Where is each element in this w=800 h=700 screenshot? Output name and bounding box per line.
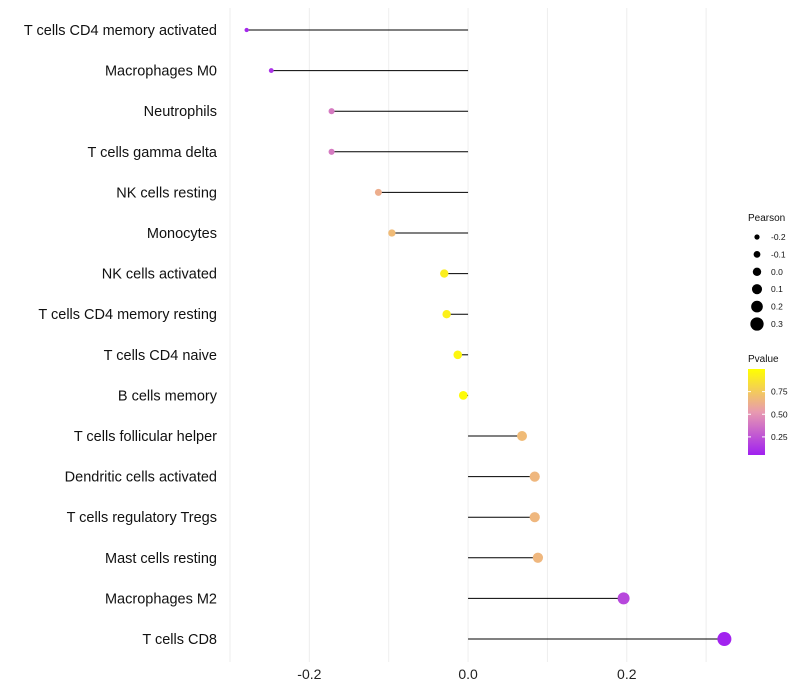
lollipop-point bbox=[442, 310, 451, 319]
category-label: Dendritic cells activated bbox=[65, 470, 217, 486]
size-legend-label: 0.0 bbox=[771, 267, 783, 277]
size-legend-title: Pearson bbox=[748, 213, 785, 224]
size-legend-key bbox=[750, 317, 764, 331]
color-legend-ticks: 0.75 0.50 0.25 bbox=[748, 387, 788, 442]
category-label: Mast cells resting bbox=[105, 551, 217, 567]
x-tick-label: -0.2 bbox=[297, 666, 321, 682]
category-label: Macrophages M0 bbox=[105, 64, 217, 80]
color-legend-bar bbox=[748, 369, 765, 455]
lollipop-point bbox=[268, 68, 274, 74]
lollipop-point bbox=[328, 148, 335, 155]
lollipop-stems bbox=[246, 29, 725, 640]
category-label: T cells CD4 memory activated bbox=[24, 23, 217, 39]
size-legend-key bbox=[753, 250, 761, 258]
lollipop-point bbox=[617, 592, 630, 605]
legend: Pearson -0.2 -0.1 0.0 0.1 0.2 0.3 Pvalue 0.75… bbox=[748, 213, 788, 455]
color-legend-title: Pvalue bbox=[748, 354, 779, 365]
lollipop-point bbox=[529, 512, 540, 523]
category-label: T cells follicular helper bbox=[74, 429, 217, 445]
category-label: T cells gamma delta bbox=[88, 145, 218, 161]
size-legend-label: 0.2 bbox=[771, 302, 783, 312]
size-legend-label: 0.3 bbox=[771, 319, 783, 329]
lollipop-point bbox=[388, 229, 396, 237]
category-label: T cells CD8 bbox=[142, 632, 217, 648]
category-label: Monocytes bbox=[147, 226, 217, 242]
category-label: T cells regulatory Tregs bbox=[67, 510, 217, 526]
lollipop-point bbox=[328, 108, 335, 115]
size-legend-key bbox=[751, 300, 763, 313]
color-legend-label: 0.50 bbox=[771, 409, 788, 419]
size-legend-label: -0.1 bbox=[771, 249, 786, 259]
lollipop-point bbox=[374, 188, 382, 196]
category-label: T cells CD4 naive bbox=[104, 348, 217, 364]
category-label: NK cells resting bbox=[116, 185, 217, 201]
category-label: B cells memory bbox=[118, 388, 218, 404]
lollipop-point bbox=[440, 269, 449, 278]
lollipop-point bbox=[529, 471, 540, 482]
size-legend-key bbox=[754, 234, 760, 240]
lollipop-point bbox=[717, 631, 732, 647]
size-legend-label: 0.1 bbox=[771, 284, 783, 294]
grid-lines bbox=[229, 8, 707, 662]
category-label: NK cells activated bbox=[102, 267, 217, 283]
category-labels: T cells CD4 memory activated Macrophages … bbox=[24, 23, 218, 648]
lollipop-point bbox=[532, 552, 544, 563]
lollipop-point bbox=[244, 27, 249, 33]
size-legend-items: -0.2 -0.1 0.0 0.1 0.2 0.3 bbox=[750, 232, 786, 331]
category-label: Macrophages M2 bbox=[105, 591, 217, 607]
color-legend-label: 0.25 bbox=[771, 432, 788, 442]
category-label: T cells CD4 memory resting bbox=[38, 307, 217, 323]
category-label: Neutrophils bbox=[144, 104, 217, 120]
size-legend-label: -0.2 bbox=[771, 232, 786, 242]
lollipop-points bbox=[244, 27, 732, 647]
lollipop-point bbox=[517, 431, 527, 441]
x-axis-tick-labels: -0.2 0.0 0.2 bbox=[297, 666, 636, 682]
color-legend-label: 0.75 bbox=[771, 387, 788, 397]
size-legend-key bbox=[752, 267, 762, 277]
lollipop-point bbox=[453, 350, 463, 360]
x-tick-label: 0.2 bbox=[617, 666, 637, 682]
size-legend-key bbox=[751, 284, 763, 295]
lollipop-point bbox=[458, 391, 468, 400]
x-tick-label: 0.0 bbox=[458, 666, 478, 682]
